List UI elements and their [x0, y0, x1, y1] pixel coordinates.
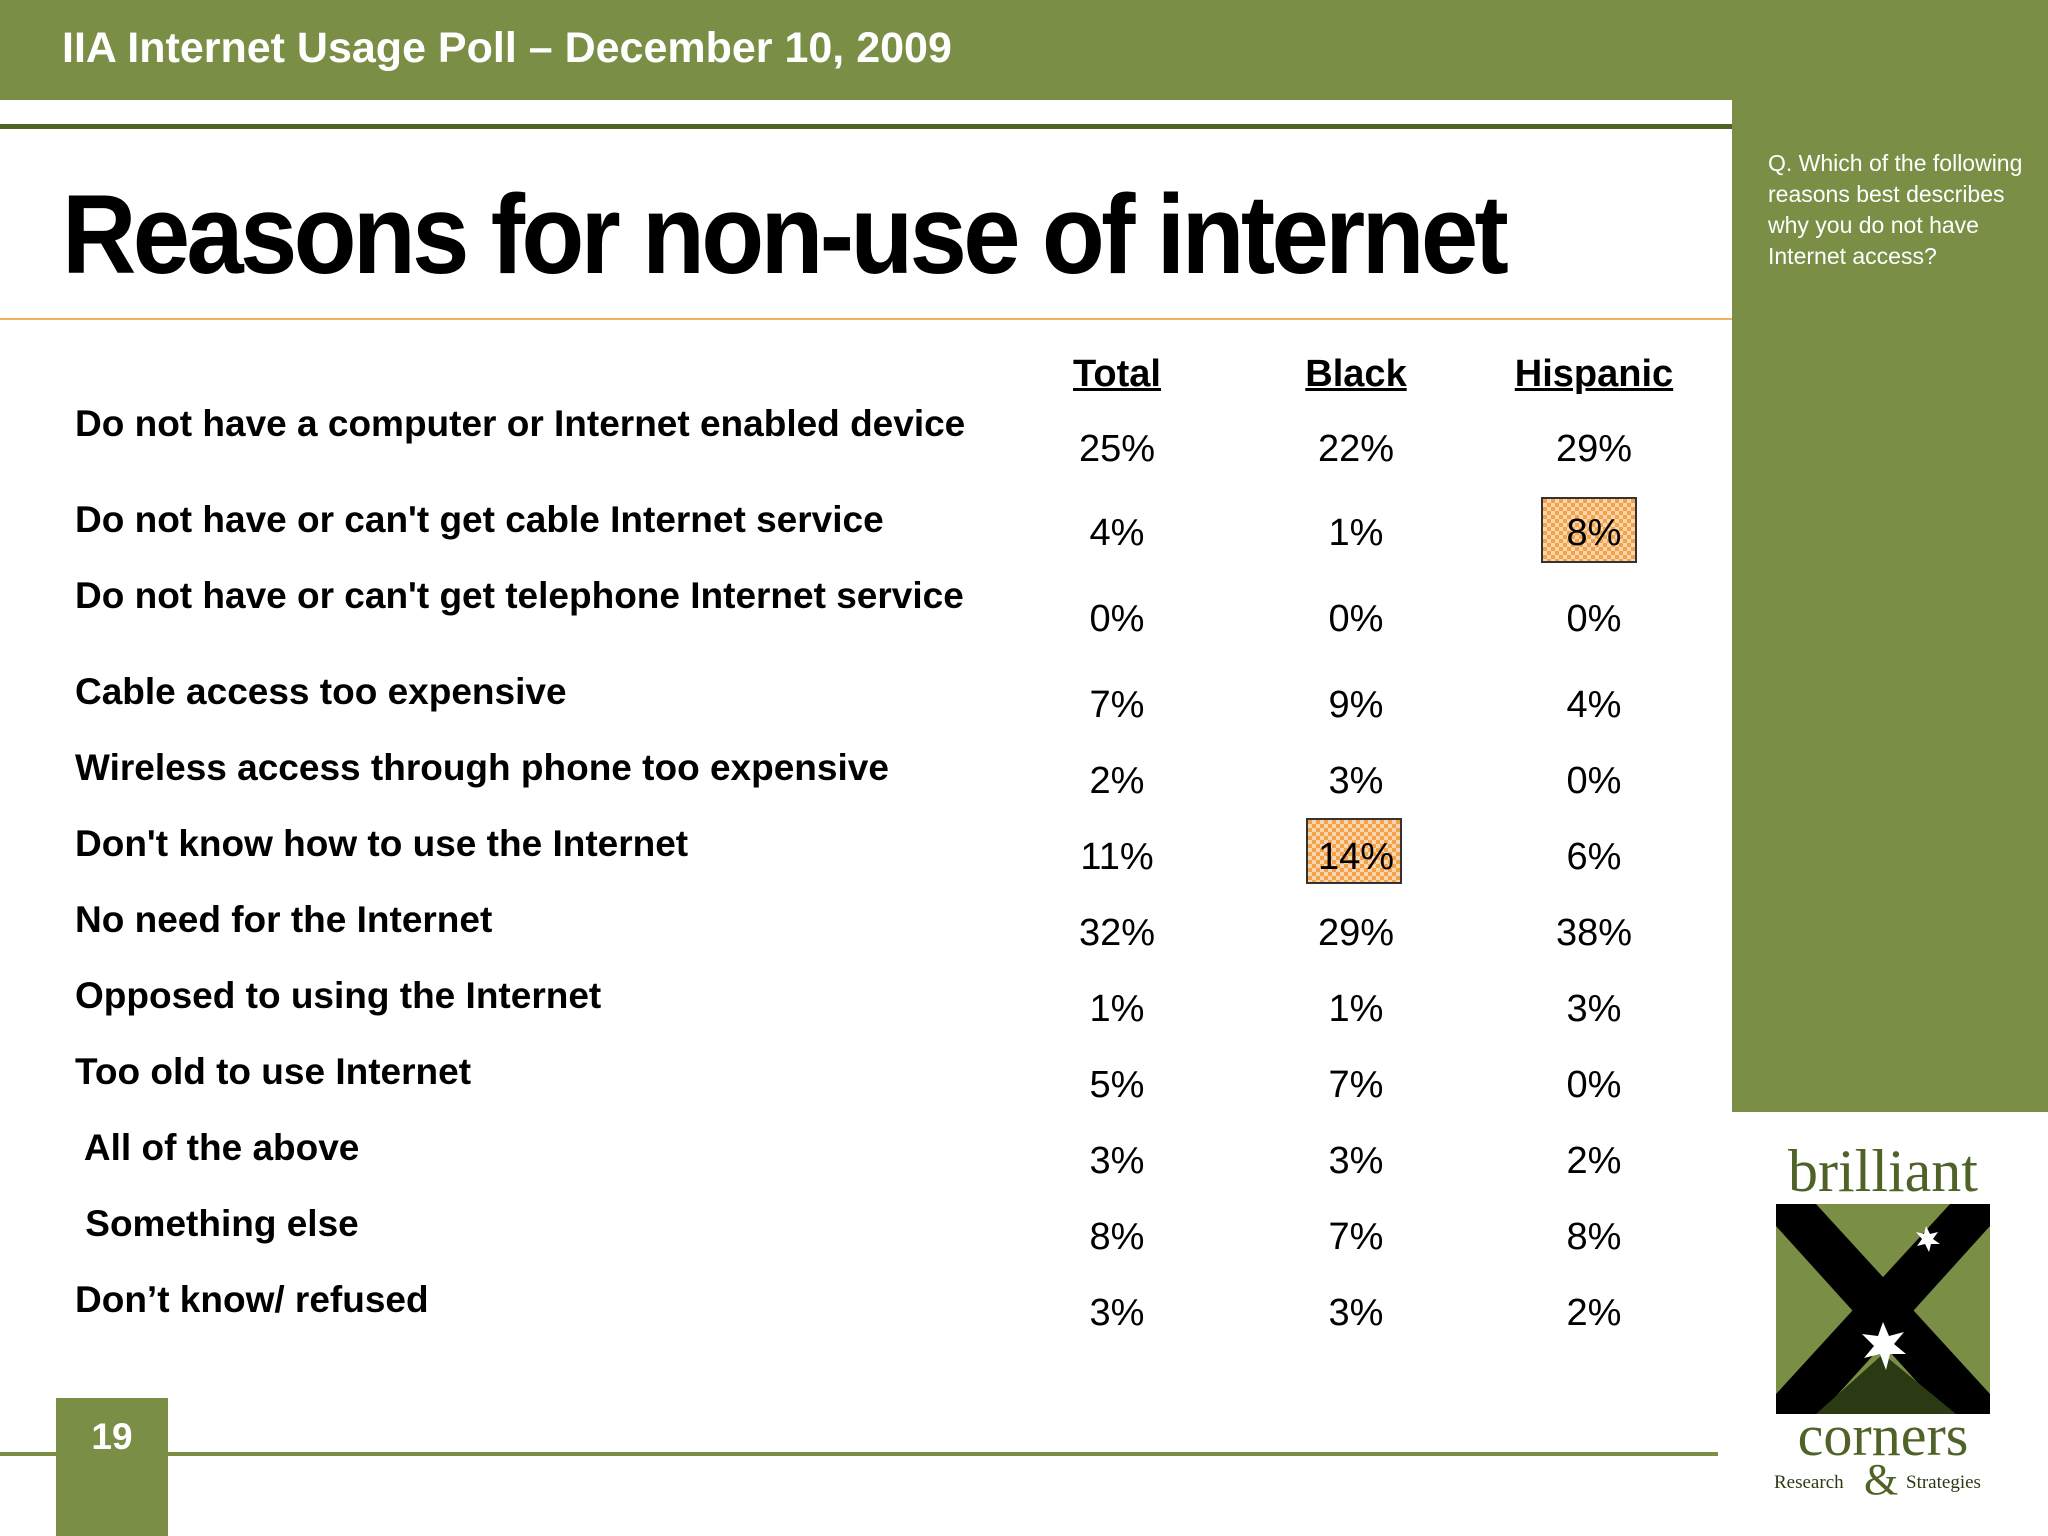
table-cell: 25% [1078, 428, 1156, 470]
title-rule [0, 318, 1732, 320]
table-cell: 0% [1566, 598, 1622, 640]
row-label: All of the above [75, 1127, 360, 1168]
table-cell: 8% [1089, 1216, 1145, 1258]
table-cell: 0% [1089, 598, 1145, 640]
brilliant-corners-logo: brilliant corners Research & Strategies [1772, 1138, 1994, 1504]
table-cell: 14% [1317, 836, 1395, 878]
table-cell: 2% [1566, 1140, 1622, 1182]
page-number-box: 19 [56, 1398, 168, 1536]
table-cell: 29% [1555, 428, 1633, 470]
row-label: Something else [75, 1203, 359, 1244]
table-cell: 0% [1566, 1064, 1622, 1106]
row-label: Don’t know/ refused [75, 1279, 429, 1320]
table-cell: 0% [1328, 598, 1384, 640]
table-cell: 3% [1328, 1140, 1384, 1182]
row-label: Wireless access through phone too expens… [75, 747, 889, 788]
table-cell: 2% [1089, 760, 1145, 802]
table-cell: 3% [1328, 1292, 1384, 1334]
table-cell: 3% [1328, 760, 1384, 802]
table-cell: 0% [1566, 760, 1622, 802]
table-cell: 7% [1089, 684, 1145, 726]
column-header-total: Total [1073, 353, 1161, 395]
logo-word-bottom: corners [1797, 1403, 1969, 1468]
poll-title: IIA Internet Usage Poll – December 10, 2… [62, 24, 952, 72]
table-cell: 4% [1566, 684, 1622, 726]
table-cell: 5% [1089, 1064, 1145, 1106]
table-cell: 9% [1328, 684, 1384, 726]
survey-question: Q. Which of the following reasons best d… [1768, 150, 2023, 269]
footer-rule [0, 1452, 1718, 1456]
logo-ampersand: & [1864, 1455, 1899, 1504]
table-cell: 3% [1089, 1292, 1145, 1334]
table-cell: 1% [1328, 988, 1384, 1030]
table-cell: 29% [1317, 912, 1395, 954]
row-label: Too old to use Internet [75, 1051, 472, 1092]
logo-x-icon [1776, 1204, 1990, 1414]
table-cell: 2% [1566, 1292, 1622, 1334]
header-rule [0, 124, 1732, 129]
page-number: 19 [91, 1416, 133, 1457]
table-cell: 1% [1328, 512, 1384, 554]
highlight-black-dont-know [1306, 818, 1402, 884]
table-cell: 1% [1089, 988, 1145, 1030]
table-cell: 7% [1328, 1064, 1384, 1106]
table-cell: 3% [1089, 1140, 1145, 1182]
table-cell: 32% [1078, 912, 1156, 954]
highlight-hispanic-cable [1541, 497, 1637, 563]
row-label: Do not have or can't get cable Internet … [75, 499, 884, 540]
row-label: Cable access too expensive [75, 671, 567, 712]
slide-title: Reasons for non-use of internet [62, 172, 1509, 297]
column-header-black: Black [1305, 353, 1407, 395]
table-cell: 8% [1566, 1216, 1622, 1258]
side-panel: Q. Which of the following reasons best d… [1732, 100, 2048, 1112]
table-cell: 22% [1317, 428, 1395, 470]
row-label: No need for the Internet [75, 899, 493, 940]
table-cell: 11% [1080, 836, 1154, 878]
column-header-hispanic: Hispanic [1514, 353, 1674, 395]
table-cell: 3% [1566, 988, 1622, 1030]
logo-word-top: brilliant [1788, 1138, 1978, 1204]
table-cell: 38% [1555, 912, 1633, 954]
header-bar: IIA Internet Usage Poll – December 10, 2… [0, 0, 2048, 100]
row-label: Do not have a computer or Internet enabl… [75, 403, 966, 444]
logo-tag-left: Research [1774, 1472, 1844, 1493]
table-cell: 4% [1089, 512, 1145, 554]
table-cell: 7% [1328, 1216, 1384, 1258]
row-label: Do not have or can't get telephone Inter… [75, 575, 964, 616]
table-cell: 6% [1566, 836, 1622, 878]
row-label: Don't know how to use the Internet [75, 823, 689, 864]
logo-tag-right: Strategies [1906, 1472, 1981, 1493]
row-label: Opposed to using the Internet [75, 975, 602, 1016]
table-cell: 8% [1566, 512, 1622, 554]
